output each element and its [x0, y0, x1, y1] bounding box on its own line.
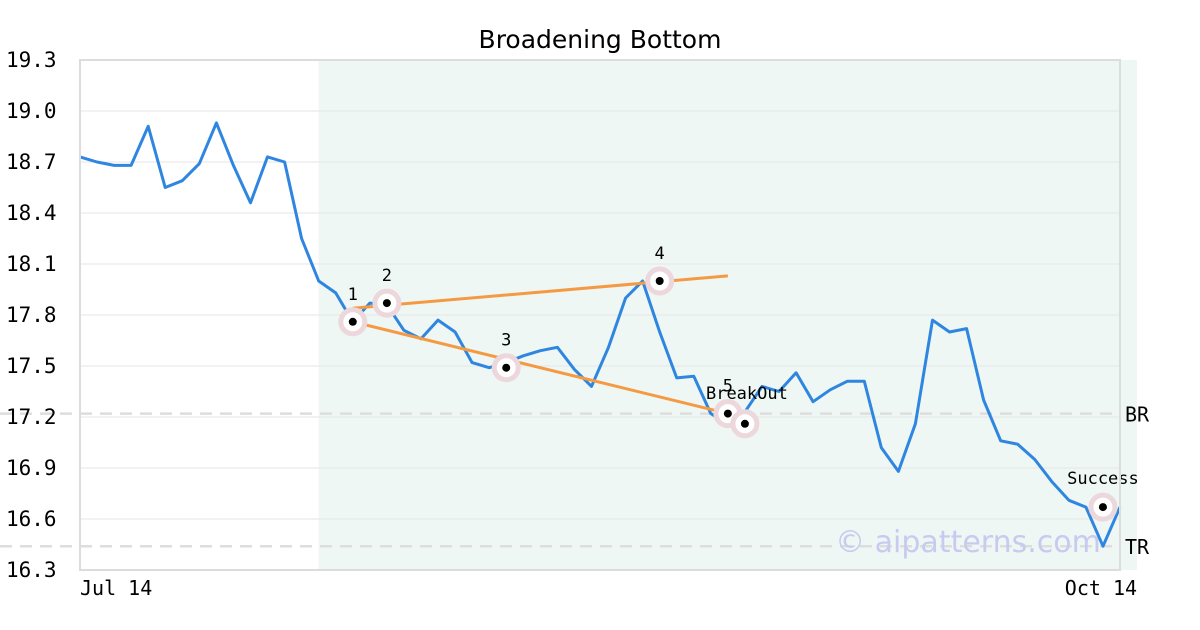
y-tick-label: 17.8 [6, 303, 57, 327]
lower-trendline [352, 320, 729, 416]
point-marker-1 [348, 317, 357, 326]
point-marker-3 [502, 363, 511, 372]
point-label-2: 2 [382, 266, 392, 286]
watermark: © aipatterns.com [835, 525, 1101, 560]
level-label-tr: TR [1125, 535, 1150, 559]
y-tick-label: 18.1 [6, 252, 57, 276]
y-tick-label: 19.0 [6, 99, 57, 123]
point-marker-breakout [740, 419, 749, 428]
x-tick-label: Jul 14 [80, 576, 152, 600]
y-tick-label: 17.5 [6, 354, 57, 378]
y-tick-label: 18.4 [6, 201, 57, 225]
point-label-3: 3 [501, 331, 511, 351]
y-tick-label: 19.3 [6, 48, 57, 72]
x-tick-label: Oct 14 [1065, 576, 1137, 600]
point-label-success: Success [1067, 469, 1139, 489]
point-marker-4 [655, 277, 664, 285]
plot-border [79, 59, 1121, 571]
point-label-breakout: BreakOut [706, 384, 788, 404]
point-marker-success [1098, 503, 1107, 512]
point-marker-5 [723, 409, 732, 418]
chart-title: Broadening Bottom [479, 25, 722, 54]
point-label-5: 5 [723, 377, 733, 397]
y-tick-label: 16.9 [6, 456, 57, 480]
y-tick-label: 16.6 [6, 507, 57, 531]
y-tick-label: 18.7 [6, 150, 57, 174]
point-label-4: 4 [655, 244, 665, 264]
point-label-1: 1 [348, 285, 358, 305]
price-line [79, 121, 1122, 548]
y-tick-label: 17.2 [6, 405, 57, 429]
y-tick-label: 16.3 [6, 558, 57, 582]
level-label-br: BR [1125, 403, 1150, 427]
point-marker-2 [382, 299, 391, 308]
